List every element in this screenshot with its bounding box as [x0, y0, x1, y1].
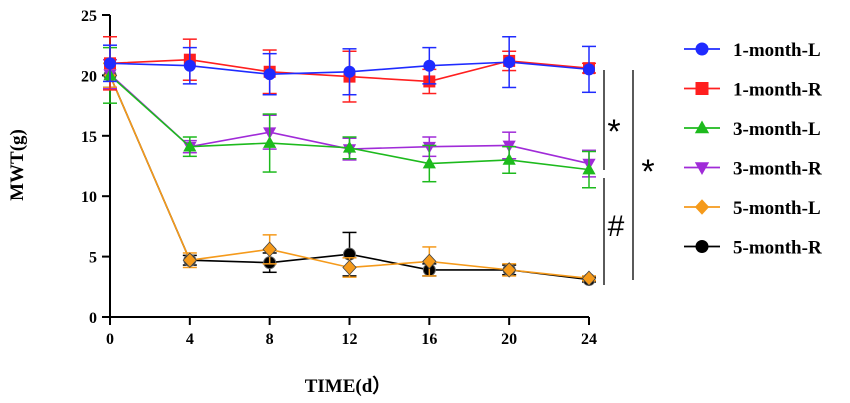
data-point	[342, 140, 357, 153]
data-point	[343, 65, 356, 78]
y-tick-label: 25	[81, 8, 97, 25]
data-point	[263, 136, 277, 148]
data-point	[183, 139, 197, 152]
legend-item: 1-month-R	[684, 80, 822, 101]
data-point	[581, 270, 597, 287]
series-1-month-l	[103, 35, 596, 96]
data-point	[104, 57, 116, 70]
legend-marker	[695, 240, 709, 253]
data-point	[342, 259, 357, 276]
legend: 1-month-L 1-month-R 3-month-L 3-month-R 5-mo…	[684, 40, 822, 259]
series-3-month-l	[103, 46, 596, 189]
y-tick-label: 10	[81, 189, 97, 206]
x-axis-title: TIME(d）	[305, 374, 392, 397]
data-point	[182, 252, 197, 269]
x-tick-label: 16	[421, 331, 437, 348]
y-tick-label: 5	[89, 250, 97, 267]
x-tick-label: 12	[342, 331, 358, 348]
x-tick-label: 0	[106, 331, 114, 348]
y-tick-label: 20	[81, 68, 97, 85]
axes: 0 5 10 15 20 25 0 4 8 12 16 20 24	[81, 8, 597, 348]
legend-label: 3-month-R	[733, 159, 822, 180]
x-tick-label: 8	[266, 331, 274, 348]
data-point	[582, 162, 596, 175]
x-tick-label: 20	[501, 331, 517, 348]
series-5-month-l	[102, 62, 597, 287]
legend-item: 5-month-R	[684, 238, 822, 259]
data-point	[183, 59, 196, 72]
data-point	[423, 59, 436, 72]
data-point	[502, 153, 516, 165]
significance-hash: #	[608, 210, 625, 243]
legend-label: 3-month-L	[733, 119, 821, 140]
legend-label: 5-month-R	[733, 238, 822, 259]
data-point	[503, 56, 516, 69]
data-point	[422, 156, 436, 169]
legend-item: 3-month-L	[684, 119, 821, 140]
y-axis-title: MWT(g)	[7, 129, 28, 201]
legend-marker	[695, 82, 709, 95]
legend-item: 5-month-L	[684, 198, 821, 219]
x-tick-label: 4	[186, 331, 194, 348]
legend-marker	[694, 120, 710, 134]
data-point	[422, 253, 437, 270]
data-point	[262, 241, 277, 258]
y-tick-label: 15	[81, 129, 97, 146]
legend-marker	[694, 162, 710, 175]
x-tick-label: 24	[581, 331, 597, 348]
legend-marker	[695, 42, 709, 56]
significance-brackets: * # *	[603, 70, 655, 285]
y-tick-label: 0	[89, 310, 97, 327]
significance-star-outer: *	[641, 153, 654, 191]
legend-label: 1-month-R	[733, 80, 822, 101]
data-point	[263, 68, 276, 81]
significance-star-upper: *	[607, 113, 620, 151]
data-point	[502, 262, 517, 278]
legend-item: 1-month-L	[684, 40, 821, 61]
legend-label: 1-month-L	[733, 40, 821, 61]
legend-label: 5-month-L	[733, 198, 821, 219]
legend-marker	[694, 199, 710, 215]
data-point	[583, 63, 595, 76]
series-layer	[102, 35, 597, 287]
legend-item: 3-month-R	[684, 159, 822, 180]
